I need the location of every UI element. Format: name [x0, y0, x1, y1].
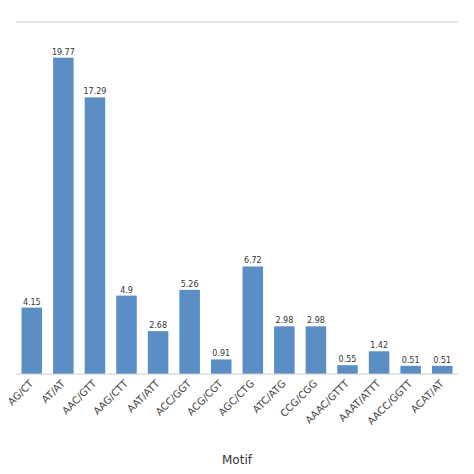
bar: [116, 296, 137, 374]
bar: [274, 326, 295, 374]
bar: [148, 331, 169, 374]
data-label: 1.42: [370, 341, 388, 350]
x-tick-label: AGC/CTG: [216, 378, 256, 418]
data-label: 4.15: [23, 298, 41, 307]
bar: [369, 351, 390, 374]
x-tick-label: ACAT/AT: [409, 377, 447, 415]
data-label: 5.26: [181, 280, 199, 289]
bar: [53, 58, 74, 374]
x-tick-label: AT/AT: [40, 377, 68, 405]
x-tick-label: AG/CT: [6, 377, 36, 407]
data-label: 0.91: [212, 349, 230, 358]
data-label: 4.9: [120, 286, 133, 295]
data-label: 17.29: [83, 87, 106, 96]
bar: [432, 366, 453, 374]
data-label: 0.51: [402, 356, 420, 365]
bar: [243, 266, 264, 374]
bar: [211, 359, 232, 374]
x-tick-label: AACC/GGTT: [365, 377, 415, 427]
chart-container: 4.15 19.77 17.29 4.9 2.68 5.26 0.91 6.72 2.98 2.9…: [0, 0, 474, 474]
bar: [306, 326, 327, 374]
axis-top: [16, 22, 458, 23]
data-label: 0.51: [433, 356, 451, 365]
bar: [400, 366, 421, 374]
data-label: 0.55: [339, 355, 357, 364]
data-label: 2.68: [149, 321, 167, 330]
bar: [179, 290, 200, 374]
axis-bottom: [16, 374, 458, 375]
data-label: 19.77: [52, 48, 75, 57]
bars: [22, 58, 453, 374]
data-label: 2.98: [275, 316, 293, 325]
bar: [85, 97, 106, 374]
bar: [337, 365, 358, 374]
data-label: 6.72: [244, 256, 262, 265]
x-axis-label: Motif: [222, 453, 253, 467]
data-label: 2.98: [307, 316, 325, 325]
x-tick-label: AAG/CTT: [91, 377, 130, 416]
bar: [22, 308, 43, 374]
chart: 4.15 19.77 17.29 4.9 2.68 5.26 0.91 6.72 2.98 2.9…: [0, 0, 474, 474]
